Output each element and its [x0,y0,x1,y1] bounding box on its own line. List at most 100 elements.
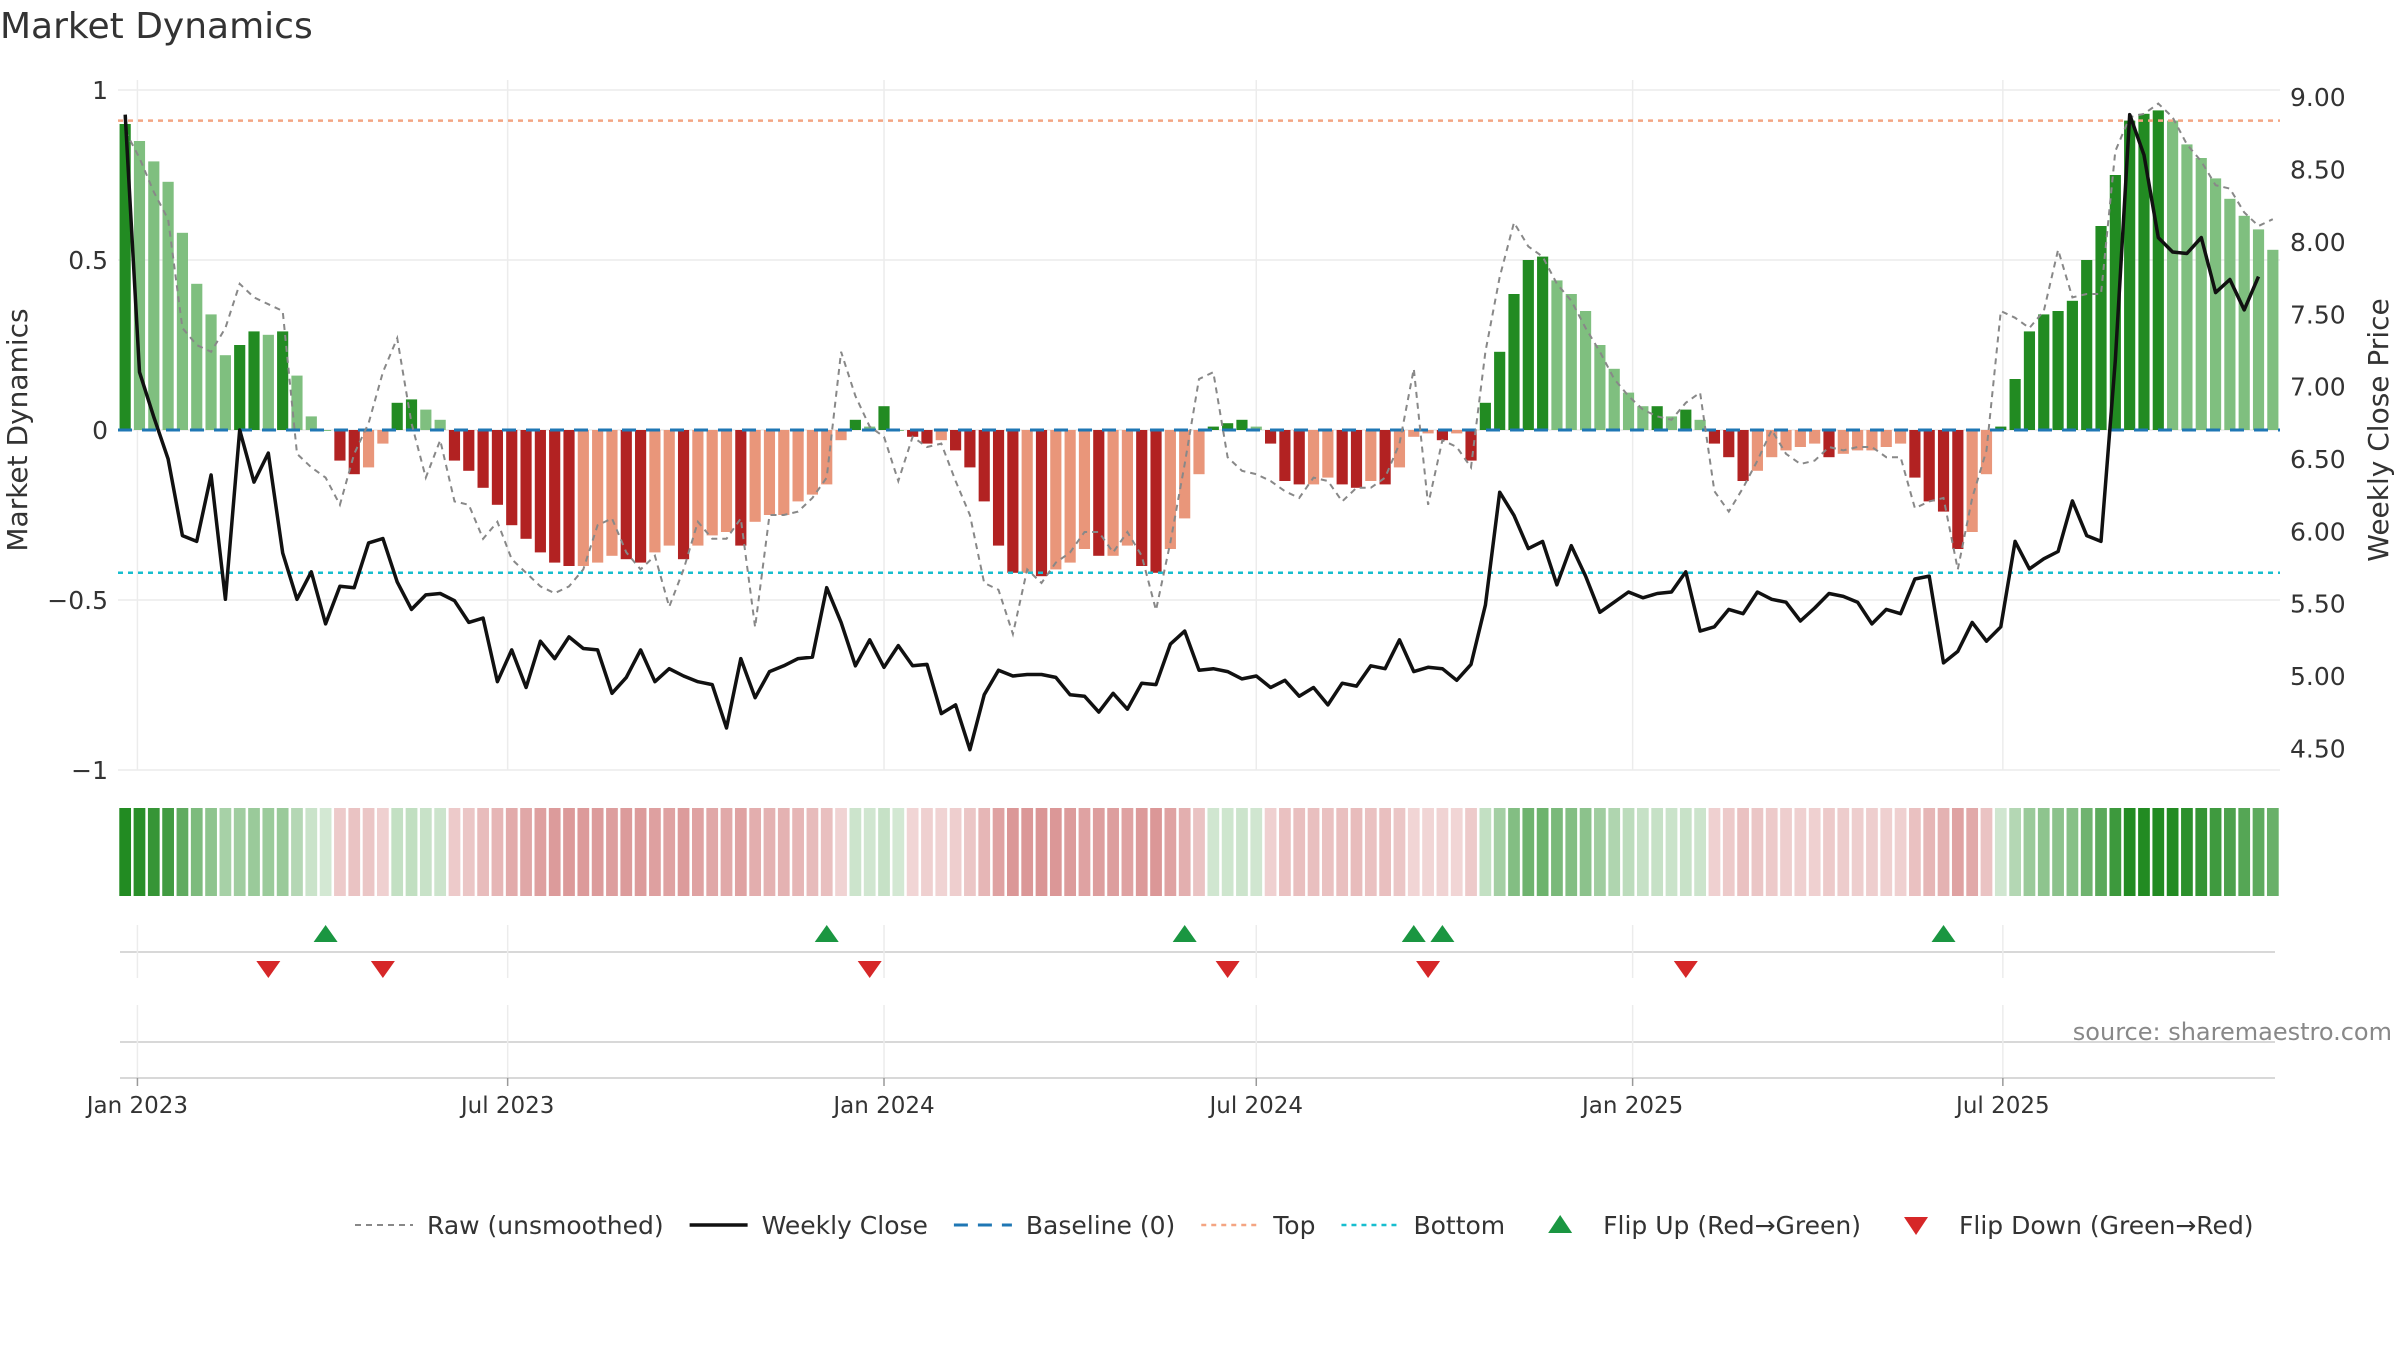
dynamics-bar [534,430,546,553]
dynamics-bar [176,232,189,430]
state-strip-cell [2095,808,2107,896]
dynamics-bar [2095,226,2107,430]
state-strip-cell [1006,808,1019,896]
state-strip-cell [1422,808,1434,896]
legend-item: Raw (unsmoothed) [355,1211,664,1240]
state-strip-cell [692,808,704,896]
state-strip-cell [1493,808,1506,896]
state-strip-cell [405,808,418,896]
dynamics-bar [2238,215,2250,430]
y2-tick-label: 5.50 [2290,590,2346,619]
bar-series [119,110,2279,577]
flip-down-marker [370,961,395,978]
dynamics-bar [806,430,819,495]
state-strip-cell [992,808,1005,896]
state-strip-cell [477,808,489,896]
dynamics-bar [792,430,804,502]
dynamics-bar [1766,430,1778,458]
state-strip-cell [1608,808,1621,896]
dynamics-bar [1164,430,1176,549]
state-strip-cell [1851,808,1864,896]
dynamics-bar [1508,294,1520,430]
dynamics-bar [1651,406,1663,430]
dynamics-bar [849,419,861,430]
dynamics-bar [133,141,146,430]
dynamics-bar [549,430,561,563]
state-strip-cell [706,808,719,896]
flip-up-marker [1430,925,1455,942]
state-strip-cell [2224,808,2236,896]
state-strip-cell [792,808,804,896]
state-strip-cell [1508,808,1520,896]
flip-up-marker [313,925,338,942]
dynamics-bar [907,430,919,437]
legend-label: Baseline (0) [1026,1211,1175,1240]
state-strip-cell [849,808,862,896]
state-strip-cell [1035,808,1048,896]
dynamics-bar [463,430,475,471]
state-strip-cell [1894,808,1907,896]
flip-down-icon [1904,1217,1929,1235]
dynamics-bar [1365,430,1377,481]
dynamics-bar [692,430,704,546]
state-strip-cell [1951,808,1964,896]
dynamics-bar [1465,430,1477,461]
dynamics-bar [706,430,718,536]
dynamics-bar [1708,430,1721,444]
chart-title: Market Dynamics [0,6,313,47]
legend-label: Flip Down (Green→Red) [1959,1211,2254,1240]
dynamics-bar [1207,426,1219,430]
dynamics-bar [620,430,632,560]
legend-item: Flip Up (Red→Green) [1548,1211,1861,1240]
dynamics-bar [2023,331,2036,430]
state-strip-cell [305,808,318,896]
state-strip-cell [663,808,676,896]
dynamics-bar [1837,430,1849,454]
line-series [123,102,2274,752]
state-strip-cell [1250,808,1263,896]
state-strip-cell [2123,808,2136,896]
y2-tick-label: 7.50 [2290,300,2346,329]
state-strip-cell [2009,808,2021,896]
flip-up-icon [1548,1215,1573,1233]
state-strip-cell [1923,808,1936,896]
dynamics-bar [1565,294,1577,430]
state-strip-cell [1536,808,1549,896]
state-strip-cell [949,808,962,896]
state-strip-cell [1823,808,1835,896]
dynamics-bar [1637,406,1649,430]
state-strip-cell [620,808,633,896]
state-strip-cell [591,808,604,896]
state-strip-cell [749,808,762,896]
dynamics-bar [1894,430,1907,444]
dynamics-bar [2009,379,2021,430]
dynamics-bar [1408,430,1420,437]
dynamics-bar [720,430,733,532]
dynamics-bar [334,430,346,461]
state-strip-cell [649,808,661,896]
flip-up-marker [814,925,839,942]
state-strip-cell [1135,808,1148,896]
flip-up-marker [1931,925,1956,942]
dynamics-bar [935,430,947,441]
dynamics-bar [234,345,246,430]
dynamics-bar [1479,402,1491,430]
state-strip-cell [1980,808,1993,896]
dynamics-bar [577,430,589,566]
dynamics-bar [763,430,776,515]
state-strip-cell [563,808,575,896]
y2-tick-label: 6.00 [2290,517,2346,546]
state-strip-cell [462,808,475,896]
dynamics-bar [1494,351,1506,430]
y2-tick-label: 8.50 [2290,156,2346,185]
dynamics-bar [1737,430,1749,481]
dynamics-bar [2267,249,2279,430]
dynamics-bar [305,416,317,430]
state-strip-cell [505,808,518,896]
dynamics-bar [262,334,274,430]
dynamics-bar [2252,229,2265,430]
dynamics-bar [1665,416,1678,430]
dynamics-bar [1307,430,1320,485]
dynamics-bar [1222,423,1234,430]
state-strip-cell [1236,808,1248,896]
